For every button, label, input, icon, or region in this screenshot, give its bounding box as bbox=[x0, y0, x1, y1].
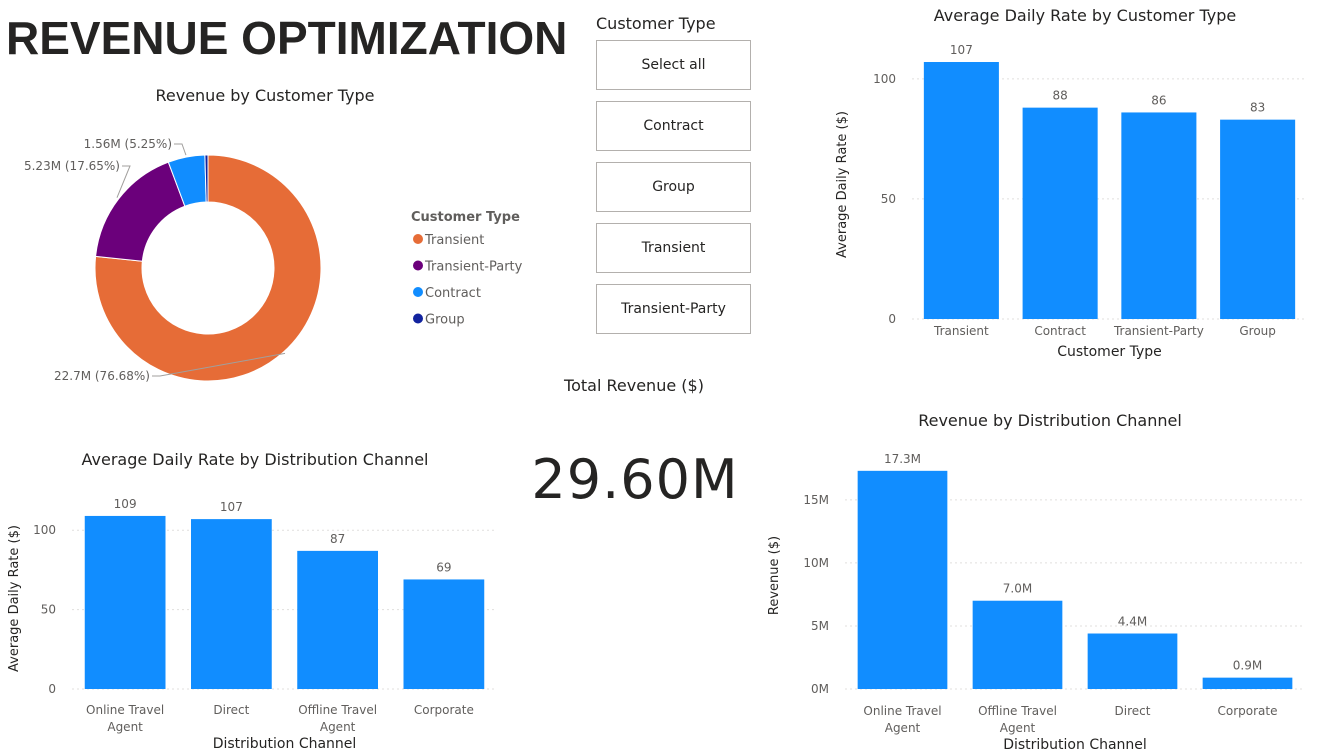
donut-data-label: 22.7M (76.68%) bbox=[54, 369, 150, 383]
y-tick-label: 0 bbox=[888, 312, 896, 326]
bar[interactable] bbox=[297, 550, 378, 689]
slicer-option-transient[interactable]: Transient bbox=[596, 223, 751, 273]
x-tick-label: Corporate bbox=[414, 703, 474, 717]
x-tick-label: Transient-Party bbox=[1113, 324, 1204, 338]
x-tick-label: Online Travel bbox=[863, 704, 941, 718]
adr-by-customer-type-chart[interactable]: 0 50 100 107 Transient 88 Contract 86 Transient-… bbox=[820, 30, 1320, 370]
revenue-distribution-channel-title: Revenue by Distribution Channel bbox=[918, 411, 1182, 430]
slicer-option-select-all[interactable]: Select all bbox=[596, 40, 751, 90]
bar[interactable] bbox=[1087, 633, 1178, 689]
total-revenue-value: 29.60M bbox=[531, 448, 739, 511]
bar[interactable] bbox=[1121, 112, 1197, 319]
legend-title: Customer Type bbox=[411, 210, 520, 225]
x-axis-title: Distribution Channel bbox=[213, 736, 357, 752]
bar[interactable] bbox=[84, 515, 166, 689]
x-tick-label: Agent bbox=[320, 720, 356, 734]
y-axis-title: Revenue ($) bbox=[767, 536, 782, 615]
revenue-by-distribution-channel-chart[interactable]: 0M 5M 10M 15M 17.3M Online Travel Agent 7.0M Off… bbox=[760, 436, 1320, 753]
legend-swatch bbox=[413, 260, 423, 271]
x-tick-label: Offline Travel bbox=[978, 704, 1057, 718]
x-tick-label: Online Travel bbox=[86, 703, 164, 717]
adr-by-distribution-channel-chart[interactable]: 0 50 100 109 Online Travel Agent 107 Direct 87 Of… bbox=[0, 474, 510, 753]
adr-customer-type-title: Average Daily Rate by Customer Type bbox=[933, 6, 1237, 25]
donut-slice-group[interactable] bbox=[204, 154, 209, 203]
donut-data-label: 1.56M (5.25%) bbox=[84, 137, 172, 151]
bar-data-label: 107 bbox=[950, 43, 973, 57]
donut-leader-line bbox=[152, 352, 286, 377]
donut-leader-line bbox=[174, 143, 187, 156]
bar-data-label: 83 bbox=[1250, 101, 1265, 115]
bar[interactable] bbox=[972, 600, 1063, 689]
donut-slice-transient-party[interactable] bbox=[95, 161, 186, 262]
y-tick-label: 0M bbox=[811, 682, 829, 696]
bar-data-label: 109 bbox=[114, 497, 137, 511]
y-tick-label: 50 bbox=[881, 192, 896, 206]
bar[interactable] bbox=[1220, 119, 1296, 319]
slicer-option-transient-party[interactable]: Transient-Party bbox=[596, 284, 751, 334]
bar[interactable] bbox=[857, 470, 948, 689]
legend-item: Transient bbox=[424, 233, 484, 248]
legend-swatch bbox=[413, 234, 423, 244]
slicer-option-group[interactable]: Group bbox=[596, 162, 751, 212]
x-axis-title: Distribution Channel bbox=[1003, 737, 1147, 753]
slicer-title: Customer Type bbox=[596, 14, 716, 33]
bar-data-label: 4.4M bbox=[1118, 615, 1147, 629]
y-tick-label: 15M bbox=[803, 493, 829, 507]
bar-data-label: 7.0M bbox=[1003, 582, 1032, 596]
bar-data-label: 17.3M bbox=[884, 452, 921, 466]
donut-chart-title: Revenue by Customer Type bbox=[155, 86, 375, 105]
x-tick-label: Direct bbox=[213, 703, 249, 717]
legend-item: Transient-Party bbox=[424, 260, 523, 275]
adr-distribution-channel-title: Average Daily Rate by Distribution Chann… bbox=[81, 450, 429, 469]
bar-data-label: 86 bbox=[1151, 93, 1166, 107]
x-tick-label: Transient bbox=[933, 324, 989, 338]
x-tick-label: Agent bbox=[885, 721, 921, 735]
bar-data-label: 88 bbox=[1052, 89, 1067, 103]
legend-item: Group bbox=[425, 313, 465, 328]
bar[interactable] bbox=[923, 62, 999, 319]
y-axis-title: Average Daily Rate ($) bbox=[835, 111, 850, 258]
bar[interactable] bbox=[1022, 107, 1098, 320]
total-revenue-label: Total Revenue ($) bbox=[564, 376, 704, 395]
bar-data-label: 69 bbox=[436, 560, 451, 574]
donut-leader-line bbox=[116, 165, 131, 198]
x-tick-label: Direct bbox=[1115, 704, 1151, 718]
y-tick-label: 100 bbox=[873, 72, 896, 86]
x-axis-title: Customer Type bbox=[1057, 344, 1162, 360]
x-tick-label: Contract bbox=[1034, 324, 1086, 338]
x-tick-label: Agent bbox=[107, 720, 143, 734]
bar-data-label: 87 bbox=[330, 532, 345, 546]
donut-data-label: 5.23M (17.65%) bbox=[24, 159, 120, 173]
bar-data-label: 0.9M bbox=[1233, 659, 1262, 673]
legend-item: Contract bbox=[425, 286, 481, 301]
y-tick-label: 10M bbox=[803, 556, 829, 570]
x-tick-label: Corporate bbox=[1218, 704, 1278, 718]
y-tick-label: 100 bbox=[33, 523, 56, 537]
revenue-by-customer-type-chart[interactable]: 22.7M (76.68%) 5.23M (17.65%) 1.56M (5.25%… bbox=[0, 110, 560, 400]
bar-data-label: 107 bbox=[220, 500, 243, 514]
x-tick-label: Offline Travel bbox=[298, 703, 377, 717]
slicer-option-contract[interactable]: Contract bbox=[596, 101, 751, 151]
legend-swatch bbox=[413, 287, 423, 297]
bar[interactable] bbox=[1202, 677, 1293, 689]
x-tick-label: Group bbox=[1239, 324, 1276, 338]
y-tick-label: 5M bbox=[811, 619, 829, 633]
page-title: REVENUE OPTIMIZATION bbox=[6, 12, 568, 64]
y-tick-label: 50 bbox=[41, 603, 56, 617]
bar[interactable] bbox=[191, 519, 272, 689]
x-tick-label: Agent bbox=[1000, 721, 1036, 735]
y-axis-title: Average Daily Rate ($) bbox=[7, 525, 22, 672]
bar[interactable] bbox=[403, 579, 485, 689]
y-tick-label: 0 bbox=[48, 682, 56, 696]
donut-slice-transient[interactable] bbox=[94, 154, 322, 382]
legend-swatch bbox=[413, 313, 423, 324]
